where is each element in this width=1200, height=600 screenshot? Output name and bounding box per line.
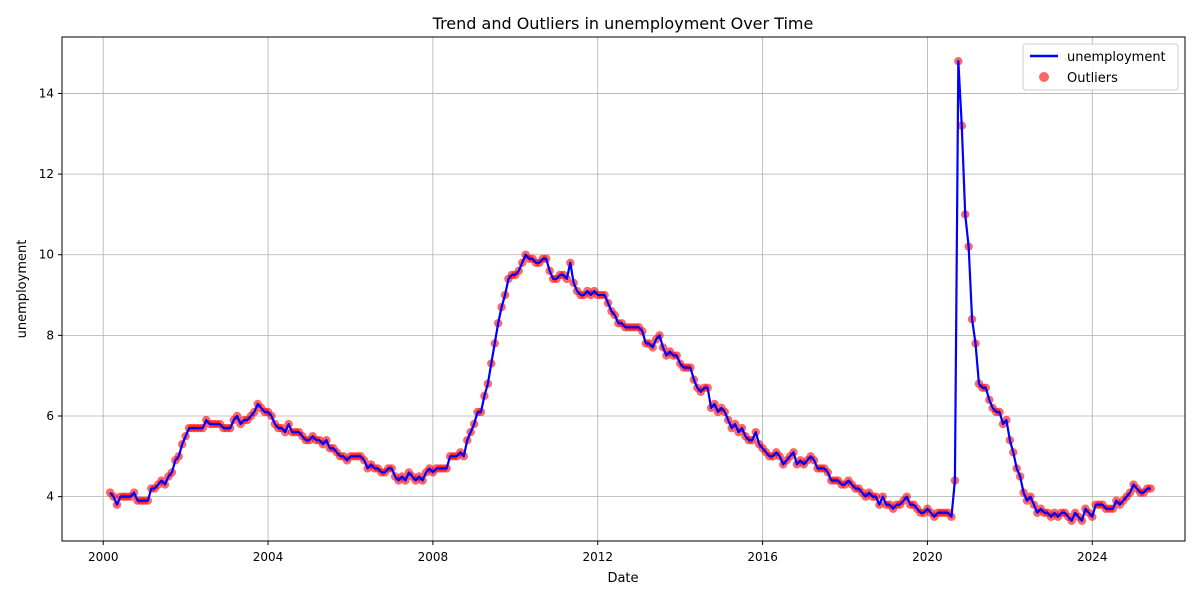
y-axis-label: unemployment [15, 240, 30, 339]
outlier-point [1146, 484, 1155, 493]
y-tick-label: 10 [39, 248, 54, 262]
x-tick-label: 2012 [582, 550, 613, 564]
x-axis-label: Date [607, 571, 638, 586]
x-tick-label: 2024 [1077, 550, 1108, 564]
y-tick-label: 4 [46, 490, 54, 504]
legend: unemployment Outliers [1022, 43, 1179, 91]
axis-ticks: 2000 2004 2008 2012 2016 2020 2024 4 6 8 10 12 14 [39, 86, 1108, 564]
plot-series [105, 56, 1155, 526]
unemployment-line [109, 60, 1151, 522]
legend-box [1022, 43, 1179, 91]
x-tick-label: 2004 [253, 550, 284, 564]
legend-label-unemployment: unemployment [1067, 50, 1166, 65]
x-tick-label: 2000 [88, 550, 119, 564]
y-tick-label: 6 [46, 409, 54, 423]
grid [62, 37, 1185, 541]
y-tick-label: 8 [46, 328, 54, 342]
legend-marker-swatch [1039, 72, 1049, 82]
x-tick-label: 2008 [418, 550, 449, 564]
y-tick-label: 12 [39, 167, 54, 181]
y-tick-label: 14 [39, 86, 54, 100]
legend-label-outliers: Outliers [1067, 71, 1118, 86]
plot-area-frame [61, 36, 1186, 542]
chart-title: Trend and Outliers in unemployment Over … [432, 14, 814, 33]
x-tick-label: 2020 [912, 550, 943, 564]
x-tick-label: 2016 [747, 550, 778, 564]
